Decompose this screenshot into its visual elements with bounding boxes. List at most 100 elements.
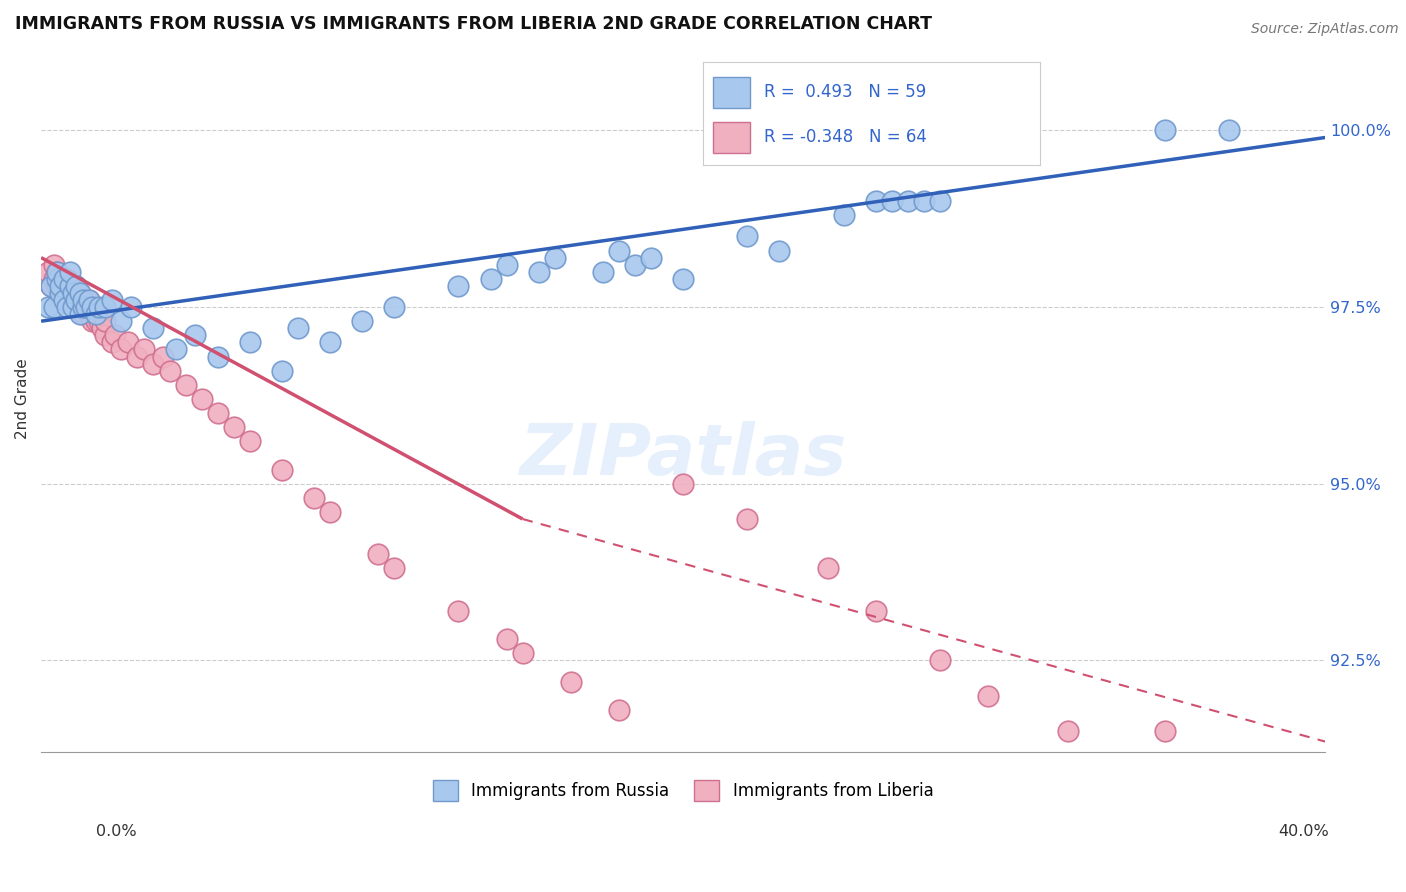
Point bbox=[59, 293, 82, 307]
Point bbox=[352, 314, 374, 328]
Text: R = -0.348   N = 64: R = -0.348 N = 64 bbox=[763, 128, 927, 146]
FancyBboxPatch shape bbox=[713, 122, 751, 153]
Point bbox=[59, 278, 82, 293]
Point bbox=[72, 293, 94, 307]
Point bbox=[82, 300, 104, 314]
Point bbox=[270, 462, 292, 476]
Point bbox=[65, 278, 87, 293]
Point bbox=[59, 278, 82, 293]
Point bbox=[607, 703, 630, 717]
Point bbox=[52, 278, 75, 293]
Point bbox=[880, 194, 903, 208]
Point bbox=[120, 300, 142, 314]
Point bbox=[174, 377, 197, 392]
Point bbox=[190, 392, 212, 406]
Text: IMMIGRANTS FROM RUSSIA VS IMMIGRANTS FROM LIBERIA 2ND GRADE CORRELATION CHART: IMMIGRANTS FROM RUSSIA VS IMMIGRANTS FRO… bbox=[15, 15, 932, 33]
Point bbox=[62, 285, 84, 300]
Point bbox=[110, 314, 132, 328]
Point bbox=[72, 300, 94, 314]
Point bbox=[62, 300, 84, 314]
Point bbox=[207, 350, 229, 364]
Point bbox=[512, 646, 534, 660]
Point bbox=[222, 420, 245, 434]
Point bbox=[56, 285, 79, 300]
Point bbox=[239, 434, 262, 449]
Point bbox=[94, 328, 117, 343]
Legend: Immigrants from Russia, Immigrants from Liberia: Immigrants from Russia, Immigrants from … bbox=[426, 773, 941, 807]
Point bbox=[75, 300, 97, 314]
Point bbox=[865, 604, 887, 618]
Point bbox=[56, 300, 79, 314]
Point bbox=[84, 314, 107, 328]
Point bbox=[184, 328, 207, 343]
Point bbox=[82, 314, 104, 328]
Point bbox=[382, 561, 405, 575]
Point bbox=[832, 208, 855, 222]
Point bbox=[100, 335, 122, 350]
Point bbox=[1153, 723, 1175, 738]
Point bbox=[52, 272, 75, 286]
Text: ZIPatlas: ZIPatlas bbox=[519, 421, 846, 490]
Point bbox=[77, 307, 100, 321]
Point bbox=[46, 265, 69, 279]
Point bbox=[94, 314, 117, 328]
Point bbox=[1218, 123, 1240, 137]
Point bbox=[104, 328, 127, 343]
Point bbox=[912, 194, 935, 208]
Point bbox=[42, 272, 65, 286]
Point bbox=[69, 307, 91, 321]
Point bbox=[737, 512, 759, 526]
Point bbox=[207, 406, 229, 420]
Point bbox=[527, 265, 550, 279]
Text: 0.0%: 0.0% bbox=[96, 824, 136, 838]
Point bbox=[84, 307, 107, 321]
Point bbox=[39, 278, 62, 293]
Point bbox=[69, 285, 91, 300]
Point bbox=[59, 265, 82, 279]
Point bbox=[42, 300, 65, 314]
Point bbox=[817, 561, 839, 575]
Point bbox=[929, 653, 952, 667]
Point bbox=[69, 285, 91, 300]
Point bbox=[865, 194, 887, 208]
Point bbox=[49, 272, 72, 286]
Point bbox=[768, 244, 790, 258]
Point bbox=[87, 314, 110, 328]
Text: 40.0%: 40.0% bbox=[1278, 824, 1329, 838]
Point bbox=[159, 364, 181, 378]
Point bbox=[46, 265, 69, 279]
Point bbox=[69, 300, 91, 314]
Point bbox=[142, 321, 165, 335]
Point bbox=[62, 285, 84, 300]
Point bbox=[127, 350, 149, 364]
Point bbox=[560, 674, 582, 689]
Point bbox=[52, 293, 75, 307]
Point bbox=[624, 258, 647, 272]
Point bbox=[302, 491, 325, 505]
Point bbox=[287, 321, 309, 335]
Point bbox=[1153, 123, 1175, 137]
Point bbox=[37, 265, 59, 279]
Point bbox=[77, 293, 100, 307]
Point bbox=[100, 293, 122, 307]
Text: Source: ZipAtlas.com: Source: ZipAtlas.com bbox=[1251, 22, 1399, 37]
Text: R =  0.493   N = 59: R = 0.493 N = 59 bbox=[763, 83, 927, 101]
Point bbox=[39, 278, 62, 293]
FancyBboxPatch shape bbox=[713, 77, 751, 108]
Point bbox=[447, 604, 470, 618]
Point bbox=[87, 300, 110, 314]
Point bbox=[737, 229, 759, 244]
Point bbox=[72, 307, 94, 321]
Point bbox=[75, 300, 97, 314]
Point bbox=[132, 343, 155, 357]
Point bbox=[152, 350, 174, 364]
Point bbox=[544, 251, 567, 265]
Point bbox=[897, 194, 920, 208]
Point bbox=[239, 335, 262, 350]
Point bbox=[367, 547, 389, 561]
Point bbox=[91, 321, 114, 335]
Point bbox=[37, 300, 59, 314]
Point bbox=[94, 300, 117, 314]
Point bbox=[495, 632, 517, 647]
Point bbox=[479, 272, 502, 286]
